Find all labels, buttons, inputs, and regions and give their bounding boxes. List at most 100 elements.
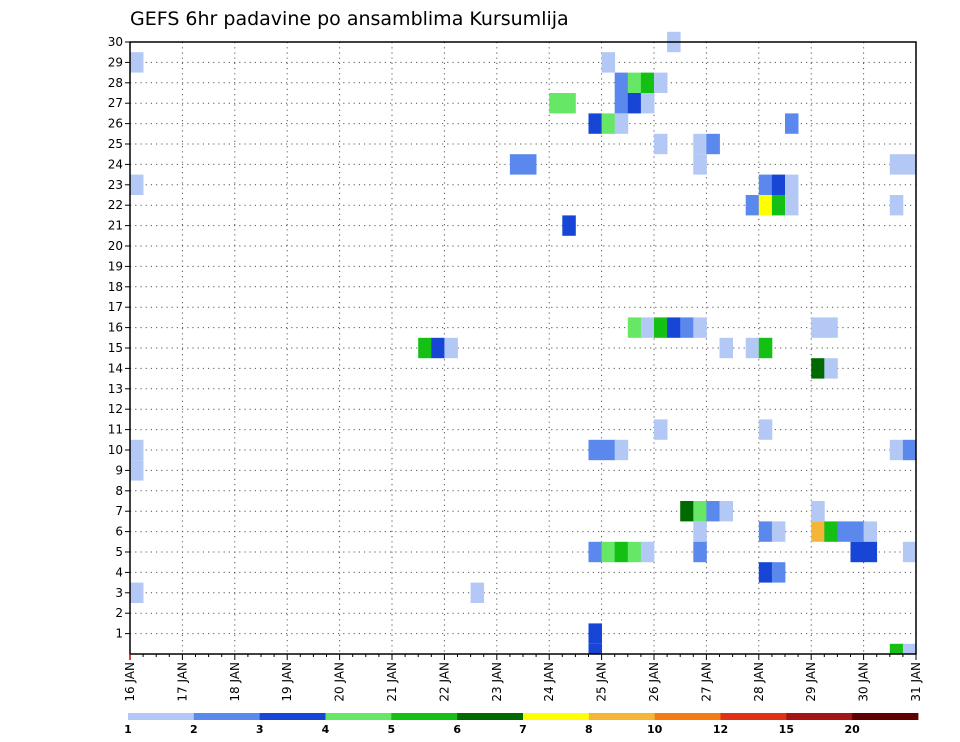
precip-cell xyxy=(693,501,707,522)
precip-cell xyxy=(837,521,851,542)
precip-cell xyxy=(745,337,760,359)
precip-cell xyxy=(562,93,576,114)
precip-cell xyxy=(771,562,786,583)
precip-cell xyxy=(588,541,602,563)
precip-cell xyxy=(444,337,458,359)
legend-swatch xyxy=(786,713,853,720)
y-tick-label: 12 xyxy=(108,402,123,416)
precip-cell xyxy=(627,72,642,93)
legend-swatch xyxy=(325,713,392,720)
precip-cell xyxy=(811,521,825,542)
y-tick-label: 8 xyxy=(115,484,123,498)
y-tick-label: 22 xyxy=(108,198,123,212)
precip-cell xyxy=(601,541,616,563)
y-tick-label: 7 xyxy=(115,504,123,518)
y-tick-label: 11 xyxy=(108,423,123,437)
precip-cell xyxy=(667,317,681,338)
precip-cell xyxy=(588,623,602,644)
precip-cell xyxy=(640,93,655,114)
precip-cell xyxy=(627,317,642,338)
y-tick-label: 13 xyxy=(108,382,123,396)
x-tick-label: 17 JAN xyxy=(175,662,189,702)
precip-cell xyxy=(771,521,786,542)
precip-cell xyxy=(811,317,825,338)
precip-cell xyxy=(640,72,655,93)
x-tick-label: 24 JAN xyxy=(542,662,556,702)
precip-cell xyxy=(863,521,878,542)
legend-label: 8 xyxy=(585,723,593,736)
precip-cell xyxy=(902,154,917,175)
data-cells xyxy=(130,31,917,654)
precip-cell-bottom xyxy=(588,643,602,654)
x-tick-label: 23 JAN xyxy=(490,662,504,702)
precip-cell xyxy=(758,419,773,440)
precip-cell xyxy=(850,521,864,542)
precip-cell xyxy=(640,317,655,338)
precip-cell xyxy=(745,195,760,216)
precip-cell xyxy=(785,113,799,134)
precip-cell xyxy=(654,419,668,440)
precip-cell xyxy=(130,439,144,461)
legend-swatch xyxy=(457,713,524,720)
precip-cell xyxy=(811,358,825,379)
legend-swatch xyxy=(852,713,919,720)
precip-cell xyxy=(130,52,144,73)
y-tick-label: 25 xyxy=(108,137,123,151)
x-tick-label: 18 JAN xyxy=(228,662,242,702)
legend: 1 2 3 4 5 6 7 8 10 12 15 20 xyxy=(124,713,919,736)
y-tick-label: 1 xyxy=(115,627,123,641)
legend-label: 12 xyxy=(713,723,728,736)
precip-cell xyxy=(758,337,773,359)
y-tick-label: 28 xyxy=(108,76,123,90)
precip-cell xyxy=(130,582,144,603)
precip-cell xyxy=(785,195,799,216)
x-tick-label: 19 JAN xyxy=(280,662,294,702)
legend-label: 7 xyxy=(519,723,527,736)
x-tick-label: 22 JAN xyxy=(437,662,451,702)
precip-cell xyxy=(562,215,576,236)
legend-label: 1 xyxy=(124,723,132,736)
precip-cell xyxy=(680,501,694,522)
precip-cell xyxy=(588,113,602,134)
precip-cell xyxy=(509,154,524,175)
legend-swatch xyxy=(654,713,721,720)
x-tick-label: 26 JAN xyxy=(647,662,661,702)
precip-cell xyxy=(706,133,720,155)
precip-cell xyxy=(418,337,432,359)
precip-cell xyxy=(693,521,707,542)
legend-swatch xyxy=(588,713,656,720)
y-tick-label: 30 xyxy=(108,35,123,49)
y-tick-label: 5 xyxy=(115,545,123,559)
precip-cell xyxy=(902,541,917,563)
precip-cell xyxy=(601,439,616,461)
precip-cell xyxy=(614,113,629,134)
x-tick-label: 20 JAN xyxy=(333,662,347,702)
precip-cell xyxy=(588,439,602,461)
precip-cell xyxy=(130,460,144,481)
y-tick-label: 29 xyxy=(108,55,123,69)
legend-label: 4 xyxy=(322,723,330,736)
x-tick-label: 31 JAN xyxy=(909,662,923,702)
precip-cell xyxy=(758,195,773,216)
precip-cell xyxy=(614,72,629,93)
y-tick-label: 10 xyxy=(108,443,123,457)
precip-cell xyxy=(850,541,864,563)
legend-label: 6 xyxy=(453,723,461,736)
precip-cell xyxy=(889,439,904,461)
precip-cell xyxy=(706,501,720,522)
precip-cell xyxy=(680,317,694,338)
precip-cell xyxy=(693,133,707,155)
precip-cell-bottom xyxy=(902,643,917,654)
precip-cell xyxy=(785,174,799,195)
x-tick-label: 28 JAN xyxy=(752,662,766,702)
y-axis-ticks: 1234567891011121314151617181920212223242… xyxy=(108,35,130,641)
precip-cell xyxy=(758,521,773,542)
precip-cell xyxy=(824,521,838,542)
legend-label: 3 xyxy=(256,723,264,736)
precip-cell xyxy=(719,501,733,522)
precip-cell xyxy=(654,133,668,155)
precip-cell xyxy=(627,93,642,114)
y-tick-label: 21 xyxy=(108,219,123,233)
precip-cell xyxy=(627,541,642,563)
x-tick-label: 27 JAN xyxy=(699,662,713,702)
